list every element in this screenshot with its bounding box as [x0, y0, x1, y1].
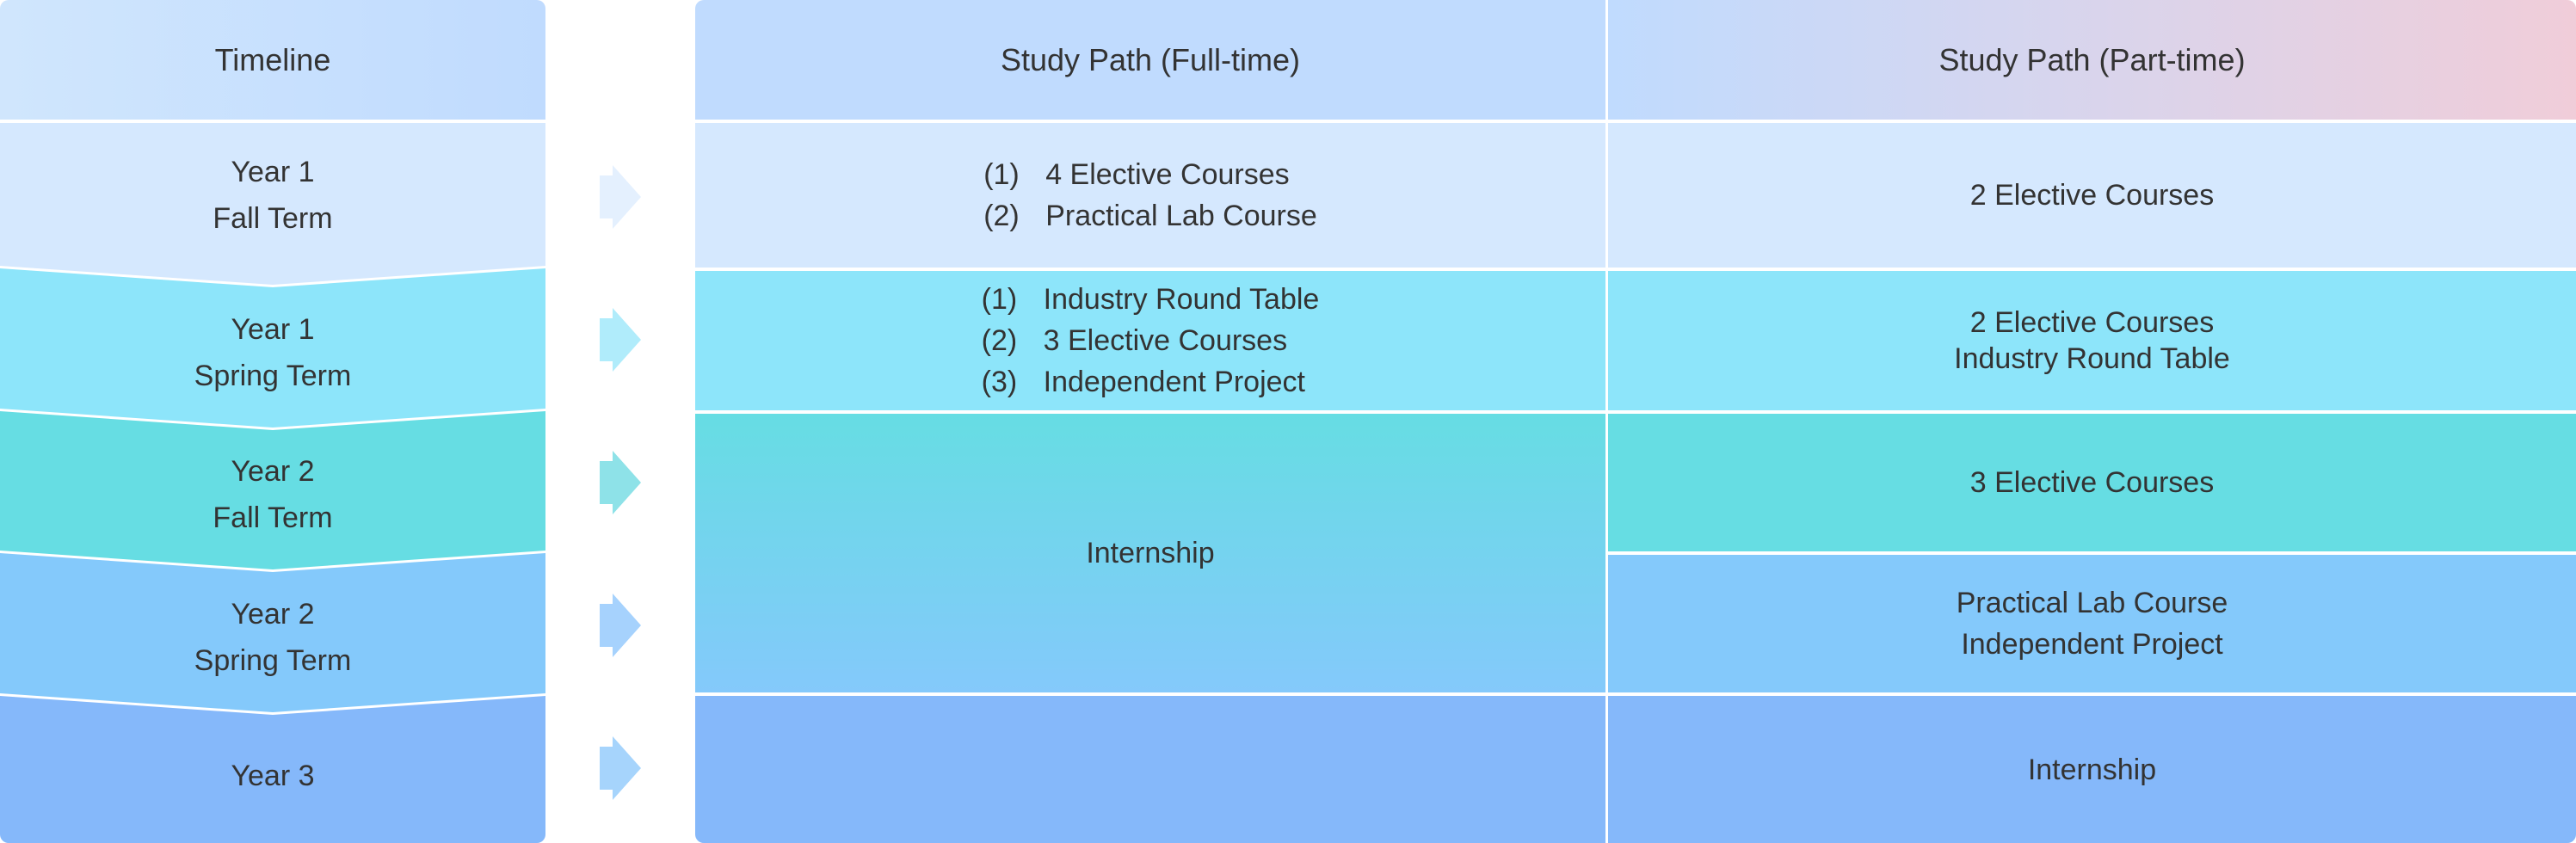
cell-text: Internship [2027, 753, 2157, 786]
timeline-term: Spring Term [194, 359, 352, 392]
cell-text: Independent Project [1961, 628, 2223, 661]
part-time-header-label: Study Path (Part-time) [1938, 41, 2246, 77]
list-item: (2) 3 Elective Courses [981, 324, 1288, 357]
arrow-right-icon [600, 594, 641, 657]
cell-text: Practical Lab Course [1956, 587, 2228, 619]
timeline-term: Spring Term [194, 643, 352, 677]
timeline-year: Year 3 [231, 759, 315, 792]
timeline-row-year1-fall: Year 1 Fall Term [0, 123, 545, 285]
timeline-header-label: Timeline [214, 41, 331, 77]
list-item: (1) Industry Round Table [981, 283, 1320, 316]
part-time-row-year1-spring: 2 Elective Courses Industry Round Table [1608, 271, 2576, 410]
full-time-row-year1-fall: (1) 4 Elective Courses (2) Practical Lab C… [695, 123, 1605, 268]
timeline-row-year2-fall: Year 2 Fall Term [0, 411, 545, 569]
cell-text: Internship [1086, 537, 1215, 569]
list-item: (3) Independent Project [981, 366, 1305, 398]
timeline-year: Year 1 [231, 156, 315, 188]
part-time-row-year1-fall: 2 Elective Courses [1608, 123, 2576, 268]
part-time-row-year2-fall: 3 Elective Courses [1608, 414, 2576, 551]
full-time-row-year2-internship: Internship [695, 414, 1605, 692]
timeline-row-year2-spring: Year 2 Spring Term [0, 553, 545, 712]
cell-text: 3 Elective Courses [1969, 466, 2215, 499]
full-time-row-year3 [695, 696, 1605, 843]
list-item: (2) Practical Lab Course [983, 200, 1317, 232]
part-time-header: Study Path (Part-time) [1608, 0, 2576, 120]
timeline-term: Fall Term [213, 501, 333, 534]
full-time-row-year1-spring: (1) Industry Round Table (2) 3 Elective Co… [695, 271, 1605, 410]
arrow-right-icon [600, 736, 641, 800]
timeline-row-year3: Year 3 [0, 696, 545, 843]
cell-text: 2 Elective Courses [1969, 306, 2215, 339]
part-time-row-year2-spring: Practical Lab Course Independent Project [1608, 555, 2576, 692]
timeline-year: Year 2 [231, 597, 315, 631]
arrow-right-icon [600, 308, 641, 372]
timeline-row-year1-spring: Year 1 Spring Term [0, 268, 545, 428]
timeline-term: Fall Term [213, 202, 333, 235]
part-time-row-year3: Internship [1608, 696, 2576, 843]
timeline-year: Year 1 [231, 312, 315, 346]
timeline-year: Year 2 [231, 455, 315, 488]
full-time-header: Study Path (Full-time) [695, 0, 1605, 120]
list-item: (1) 4 Elective Courses [983, 158, 1290, 191]
full-time-header-label: Study Path (Full-time) [1000, 41, 1301, 77]
arrow-right-icon [600, 451, 641, 514]
timeline-header: Timeline [0, 0, 545, 120]
arrow-right-icon [600, 165, 641, 229]
cell-text: Industry Round Table [1954, 342, 2230, 375]
cell-text: 2 Elective Courses [1969, 179, 2215, 212]
